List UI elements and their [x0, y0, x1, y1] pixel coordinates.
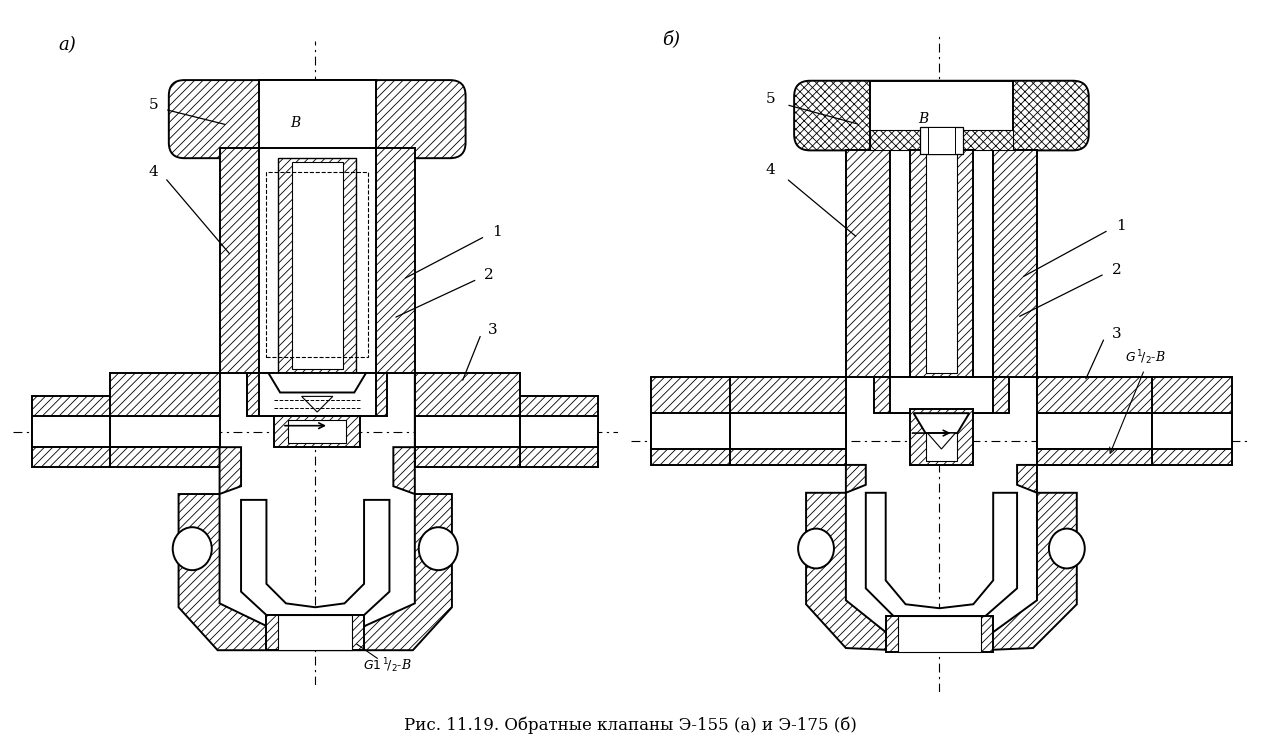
Bar: [846, 150, 890, 378]
Polygon shape: [219, 447, 241, 494]
Bar: [1037, 378, 1153, 413]
Polygon shape: [913, 413, 970, 433]
Ellipse shape: [1049, 529, 1084, 569]
Bar: [994, 150, 1037, 378]
Bar: [874, 378, 1009, 413]
Bar: [1037, 413, 1153, 449]
Bar: [219, 148, 259, 373]
Bar: [32, 396, 110, 467]
Polygon shape: [866, 493, 1018, 620]
Polygon shape: [241, 500, 390, 619]
Bar: [1037, 449, 1153, 465]
Text: а): а): [58, 36, 76, 54]
Bar: [730, 449, 846, 465]
Bar: [898, 616, 981, 652]
FancyBboxPatch shape: [794, 80, 1088, 150]
Ellipse shape: [798, 529, 834, 569]
Bar: [909, 409, 973, 465]
Bar: [928, 126, 956, 154]
Text: 3: 3: [488, 323, 498, 337]
Bar: [651, 378, 730, 465]
Text: B: B: [290, 116, 301, 130]
Polygon shape: [110, 373, 219, 447]
Bar: [926, 413, 957, 461]
Bar: [259, 80, 376, 158]
Bar: [247, 373, 387, 416]
Polygon shape: [179, 494, 451, 650]
Polygon shape: [1037, 378, 1153, 465]
Bar: [926, 154, 957, 373]
Text: 4: 4: [765, 163, 776, 177]
Bar: [870, 80, 1013, 150]
Text: б): б): [662, 30, 680, 48]
Bar: [259, 373, 376, 416]
Ellipse shape: [419, 527, 458, 570]
Bar: [266, 615, 364, 650]
Bar: [415, 373, 521, 416]
Bar: [279, 158, 357, 373]
Text: $G\,^1\!/_2$-B: $G\,^1\!/_2$-B: [1125, 348, 1165, 367]
Text: 1: 1: [492, 226, 502, 239]
Polygon shape: [928, 433, 956, 449]
Bar: [279, 615, 352, 650]
Bar: [651, 413, 730, 449]
FancyBboxPatch shape: [169, 80, 465, 158]
Bar: [288, 420, 347, 443]
Text: 5: 5: [765, 92, 776, 105]
Bar: [415, 447, 521, 467]
Bar: [32, 416, 110, 447]
Bar: [909, 150, 973, 378]
Bar: [415, 416, 521, 447]
Text: 5: 5: [149, 99, 158, 113]
Polygon shape: [806, 493, 1077, 652]
Text: 2: 2: [484, 268, 494, 282]
Text: 1: 1: [1116, 219, 1126, 233]
Bar: [890, 150, 994, 378]
Bar: [730, 378, 846, 413]
Text: Рис. 11.19. Обратные клапаны Э-155 (а) и Э-175 (б): Рис. 11.19. Обратные клапаны Э-155 (а) и…: [404, 717, 857, 735]
Bar: [885, 616, 994, 652]
Polygon shape: [1018, 465, 1037, 493]
Bar: [1153, 413, 1232, 449]
Bar: [870, 131, 1013, 150]
Bar: [259, 148, 376, 373]
Polygon shape: [393, 447, 415, 494]
Bar: [919, 126, 963, 154]
Polygon shape: [301, 396, 333, 412]
Polygon shape: [415, 373, 521, 447]
Text: 3: 3: [1112, 326, 1121, 341]
Text: B: B: [918, 111, 928, 126]
Bar: [291, 162, 343, 369]
Text: 2: 2: [1112, 263, 1121, 277]
Bar: [1153, 378, 1232, 465]
Ellipse shape: [173, 527, 212, 570]
Text: $G1\,^1\!/_2$-B: $G1\,^1\!/_2$-B: [363, 656, 412, 675]
Polygon shape: [730, 378, 846, 465]
Bar: [110, 416, 219, 447]
Bar: [376, 148, 415, 373]
Bar: [110, 447, 219, 467]
Bar: [730, 413, 846, 449]
Bar: [266, 172, 368, 357]
Text: 4: 4: [149, 165, 158, 179]
Bar: [521, 416, 599, 447]
Polygon shape: [269, 373, 366, 393]
Bar: [890, 378, 994, 413]
Bar: [521, 396, 599, 467]
Bar: [274, 416, 361, 447]
Polygon shape: [846, 465, 866, 493]
Bar: [110, 373, 219, 416]
